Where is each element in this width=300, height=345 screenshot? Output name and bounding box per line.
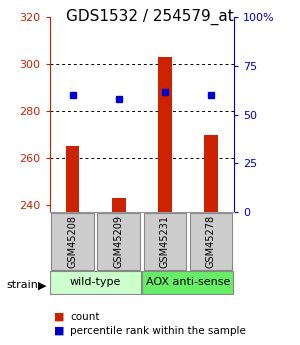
Bar <box>204 135 218 212</box>
Text: AOX anti-sense: AOX anti-sense <box>146 277 230 287</box>
Bar <box>142 271 233 294</box>
Text: ▶: ▶ <box>38 280 47 290</box>
Text: GSM45231: GSM45231 <box>160 215 170 268</box>
Text: GSM45278: GSM45278 <box>206 215 216 268</box>
Text: ■: ■ <box>54 326 64 335</box>
Text: count: count <box>70 312 100 322</box>
Bar <box>144 213 186 270</box>
Text: GSM45209: GSM45209 <box>114 215 124 268</box>
Bar <box>158 57 172 212</box>
Text: strain: strain <box>7 280 38 289</box>
Text: wild-type: wild-type <box>70 277 121 287</box>
Text: percentile rank within the sample: percentile rank within the sample <box>70 326 246 335</box>
Bar <box>190 213 232 270</box>
Bar <box>50 271 141 294</box>
Bar <box>112 198 126 212</box>
Bar <box>66 146 80 212</box>
Bar <box>51 213 94 270</box>
Text: GSM45208: GSM45208 <box>68 215 78 268</box>
Bar <box>98 213 140 270</box>
Text: GDS1532 / 254579_at: GDS1532 / 254579_at <box>66 9 234 25</box>
Text: ■: ■ <box>54 312 64 322</box>
